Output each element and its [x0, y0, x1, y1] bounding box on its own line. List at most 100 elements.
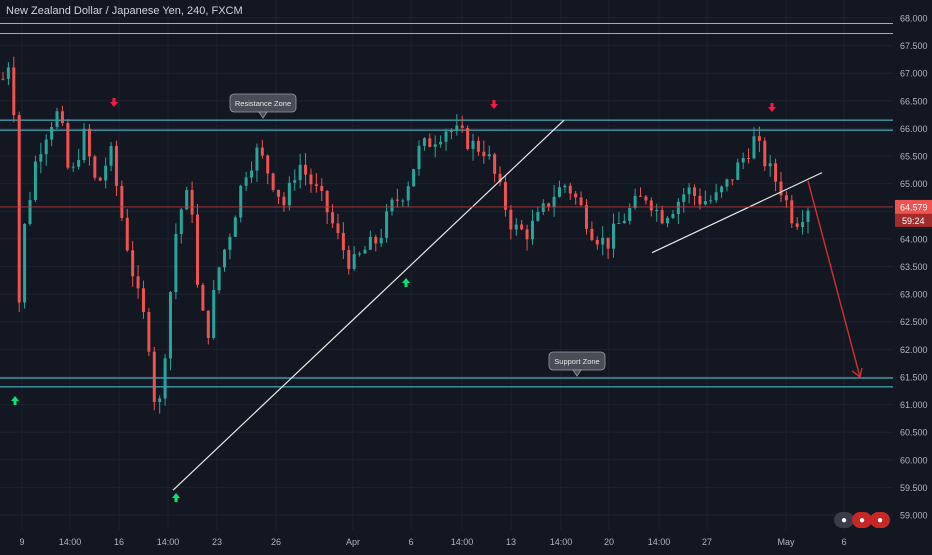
alert-badge-1[interactable]: ●	[834, 512, 854, 528]
time-tick-label: 13	[506, 537, 516, 547]
candle-body	[12, 67, 16, 116]
price-tick-label: 65.000	[900, 179, 928, 189]
candle-body	[509, 209, 513, 230]
candle-body	[277, 189, 281, 197]
price-tick-label: 68.000	[900, 14, 928, 24]
candle-body	[98, 177, 102, 181]
time-tick-label: 26	[271, 537, 281, 547]
candle-body	[449, 130, 453, 132]
candle-body	[136, 276, 140, 289]
candle-body	[28, 199, 32, 224]
candle-body	[1, 78, 5, 80]
candle-body	[801, 222, 805, 228]
candle-body	[233, 217, 237, 237]
alert-badge-2[interactable]: ●	[852, 512, 872, 528]
price-tick-label: 59.000	[900, 511, 928, 521]
trendline-ascending-main	[172, 119, 565, 491]
candle-body	[395, 199, 399, 201]
candle-body	[6, 67, 10, 79]
time-tick-label: 14:00	[59, 537, 82, 547]
time-tick-label: Apr	[346, 537, 360, 547]
candle-body	[401, 200, 405, 202]
candle-body	[422, 138, 426, 146]
candle-body	[239, 185, 243, 218]
price-tick-label: 61.500	[900, 372, 928, 382]
candle-body	[185, 190, 189, 210]
candle-body	[476, 140, 480, 152]
candle-body	[17, 115, 21, 303]
candle-body	[104, 165, 108, 181]
candle-body	[666, 217, 670, 224]
candle-body	[212, 290, 216, 338]
candle-body	[417, 145, 421, 170]
candle-body	[498, 173, 502, 183]
candle-body	[406, 186, 410, 201]
candle-body	[250, 170, 254, 178]
candle-body	[439, 141, 443, 145]
candle-body	[314, 184, 318, 186]
candle-body	[50, 126, 54, 140]
candle-body	[757, 136, 761, 141]
candle-body	[487, 154, 491, 157]
candle-body	[693, 187, 697, 196]
down-arrow-icon	[110, 98, 118, 107]
candle-body	[639, 195, 643, 197]
candle-body	[687, 187, 691, 195]
candle-body	[55, 111, 59, 127]
candle-body	[644, 196, 648, 201]
candle-body	[655, 210, 659, 212]
candle-body	[790, 200, 794, 224]
candle-body	[358, 253, 362, 255]
candle-body	[320, 185, 324, 191]
candle-body	[536, 211, 540, 221]
candle-body	[331, 212, 335, 224]
candle-body	[368, 236, 372, 250]
alert-badge-3[interactable]: ●	[870, 512, 890, 528]
candle-body	[433, 144, 437, 147]
current-price-label: 64.579	[900, 202, 928, 212]
time-tick-label: 14:00	[451, 537, 474, 547]
candle-body	[287, 182, 291, 206]
candle-body	[120, 185, 124, 218]
candle-body	[676, 201, 680, 214]
candle-body	[298, 164, 302, 181]
candle-body	[530, 220, 534, 240]
candle-body	[336, 223, 340, 233]
time-tick-label: 16	[114, 537, 124, 547]
countdown-tag	[895, 213, 932, 227]
candle-body	[622, 220, 626, 224]
candle-body	[179, 209, 183, 235]
candle-body	[71, 166, 75, 168]
candle-body	[671, 213, 675, 218]
candle-body	[482, 151, 486, 157]
time-tick-label: 9	[19, 537, 24, 547]
candle-body	[471, 140, 475, 149]
candle-body	[341, 232, 345, 251]
candle-body	[633, 195, 637, 209]
candle-body	[23, 223, 27, 303]
candle-body	[806, 210, 810, 223]
candle-body	[44, 139, 48, 155]
down-arrow-icon	[490, 100, 498, 109]
candle-body	[131, 250, 135, 277]
candle-body	[574, 193, 578, 198]
candle-body	[271, 173, 275, 190]
candle-body	[774, 163, 778, 182]
candle-body	[168, 292, 172, 359]
current-price-tag	[895, 199, 932, 214]
candle-body	[444, 131, 448, 142]
time-tick-label: 20	[604, 537, 614, 547]
candle-body	[60, 111, 64, 124]
candle-body	[460, 125, 464, 128]
time-tick-label: 14:00	[648, 537, 671, 547]
price-tick-label: 66.500	[900, 96, 928, 106]
price-tick-label: 60.500	[900, 428, 928, 438]
candle-body	[752, 136, 756, 159]
candle-body	[390, 199, 394, 212]
candle-body	[141, 288, 145, 313]
candle-body	[736, 162, 740, 180]
candle-body	[525, 229, 529, 240]
down-arrow-icon	[768, 103, 776, 112]
